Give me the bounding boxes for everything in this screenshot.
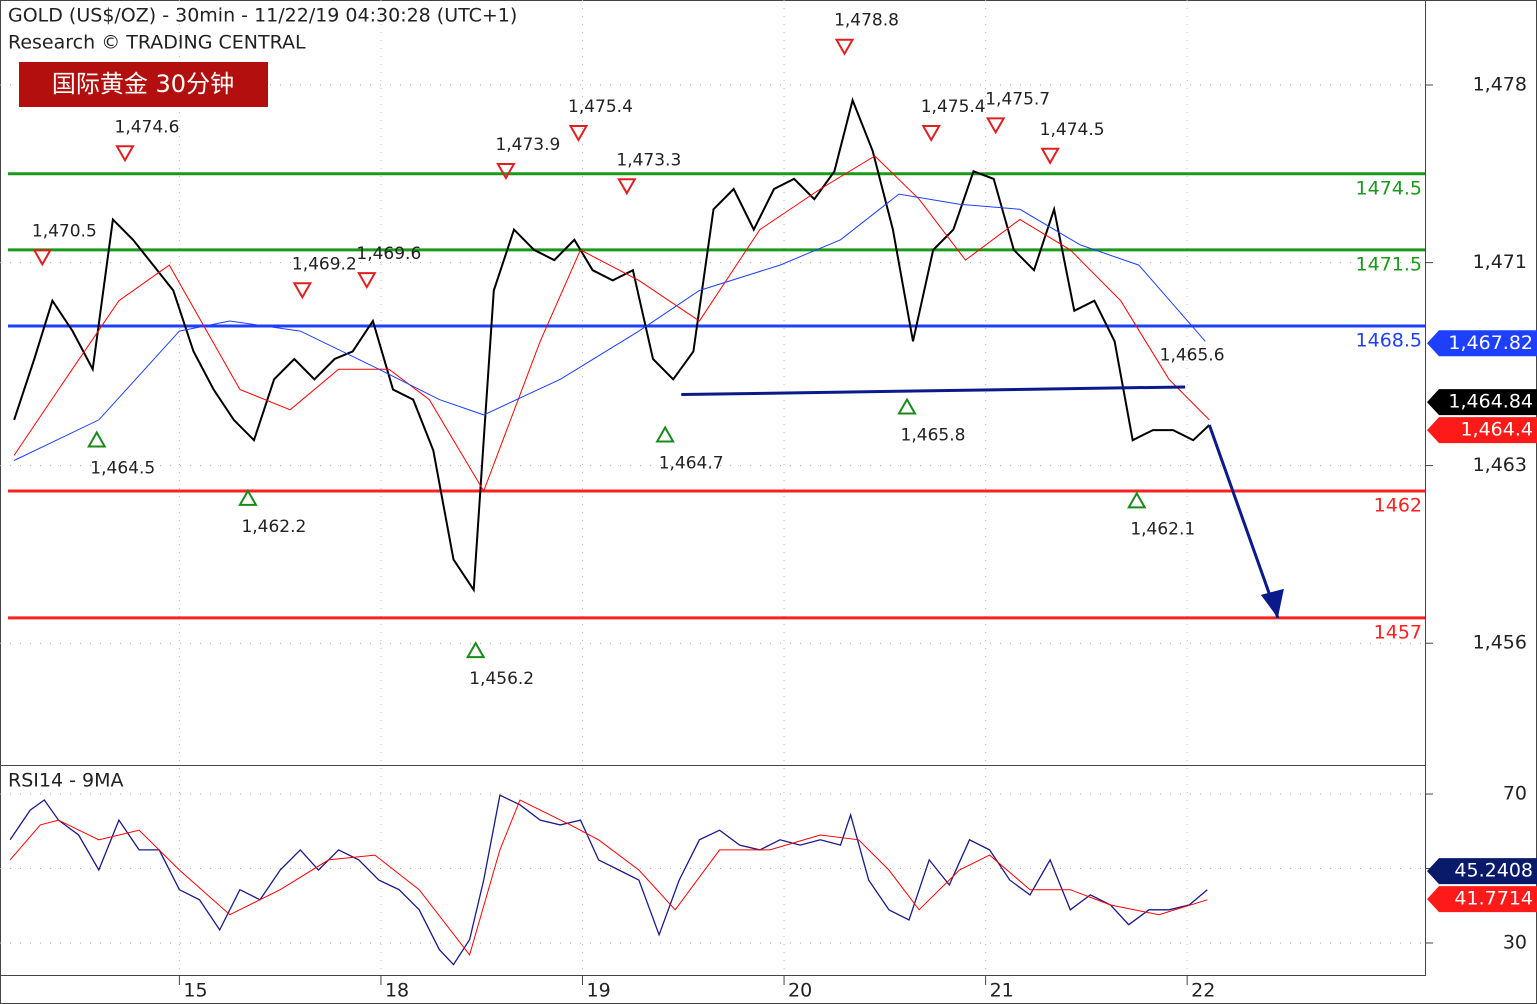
high-label: 1,474.6 [115, 117, 180, 137]
x-tick-label: 20 [788, 980, 812, 1002]
neckline [681, 385, 1186, 397]
price-tag-label: 1,464.4 [1460, 419, 1533, 441]
price-tag [1427, 417, 1537, 444]
high-marker [921, 124, 941, 142]
price-tag [1427, 858, 1537, 885]
high-marker [496, 163, 516, 181]
low-label: 1,464.5 [90, 459, 155, 479]
level-label: 1468.5 [1356, 330, 1422, 352]
high-label: 1,469.6 [356, 244, 421, 264]
level-label: 1457 [1374, 621, 1422, 643]
series-line [13, 96, 1210, 593]
price-tag-label: 45.2408 [1454, 860, 1533, 882]
high-label: 1,475.4 [921, 97, 986, 117]
price-tag-label: 1,467.82 [1448, 332, 1533, 354]
y-tick-label: 1,471 [1473, 251, 1527, 273]
level-label: 1471.5 [1356, 253, 1422, 275]
price-tag-label: 1,464.84 [1448, 391, 1533, 413]
x-tick-label: 22 [1191, 980, 1215, 1002]
low-label: 1,462.1 [1130, 519, 1195, 539]
high-label: 1,473.3 [616, 150, 681, 170]
rsi-title: RSI14 - 9MA [8, 770, 123, 792]
series-line [9, 799, 1208, 956]
high-label: 1,478.8 [834, 11, 899, 31]
high-label: 1,469.2 [292, 254, 357, 274]
low-marker [1127, 491, 1147, 509]
low-marker [897, 397, 917, 415]
note-label: 1,465.6 [1160, 346, 1225, 366]
y-tick-label: 1,478 [1473, 74, 1527, 96]
chart-subtitle: Research © TRADING CENTRAL [8, 32, 306, 54]
low-label: 1,462.2 [241, 517, 306, 537]
high-marker [115, 145, 135, 163]
price-tag-label: 41.7714 [1454, 888, 1533, 910]
x-tick-label: 19 [586, 980, 610, 1002]
high-marker [617, 178, 637, 196]
rsi-panel [0, 765, 1426, 976]
low-label: 1,464.7 [659, 453, 724, 473]
projection [1207, 424, 1280, 619]
y-tick-label: 70 [1503, 783, 1527, 805]
series-line [13, 193, 1206, 461]
level-label: 1474.5 [1356, 177, 1422, 199]
series-line [9, 794, 1208, 966]
high-label: 1,474.5 [1040, 120, 1105, 140]
price-tag [1427, 389, 1537, 416]
level-label: 1462 [1374, 494, 1422, 516]
x-tick-label: 21 [990, 980, 1014, 1002]
high-marker [834, 38, 855, 56]
high-marker [357, 272, 377, 290]
x-tick-label: 18 [385, 980, 409, 1002]
y-tick-label: 30 [1503, 931, 1527, 953]
high-marker [568, 124, 589, 142]
high-label: 1,475.4 [568, 97, 633, 117]
low-label: 1,465.8 [901, 426, 966, 446]
low-marker [655, 425, 675, 443]
y-tick-label: 1,463 [1473, 454, 1527, 476]
low-marker [465, 641, 486, 659]
price-tag [1427, 886, 1537, 913]
chart-title: GOLD (US$/OZ) - 30min - 11/22/19 04:30:2… [8, 5, 517, 27]
arrow-head [1260, 588, 1284, 618]
high-label: 1,470.5 [32, 221, 97, 241]
x-tick-label: 15 [183, 980, 207, 1002]
high-marker [985, 117, 1006, 135]
high-marker [292, 282, 313, 300]
low-marker [238, 488, 258, 506]
high-marker [1040, 147, 1060, 165]
high-marker [32, 249, 53, 267]
y-tick-label: 1,456 [1473, 632, 1527, 654]
high-label: 1,475.7 [985, 89, 1050, 109]
low-marker [87, 430, 107, 448]
series-line [13, 155, 1210, 493]
badge-box [19, 62, 268, 107]
low-label: 1,456.2 [469, 669, 534, 689]
price-tag [1427, 330, 1537, 357]
high-label: 1,473.9 [495, 135, 560, 155]
badge: 国际黄金 30分钟 [52, 70, 234, 98]
